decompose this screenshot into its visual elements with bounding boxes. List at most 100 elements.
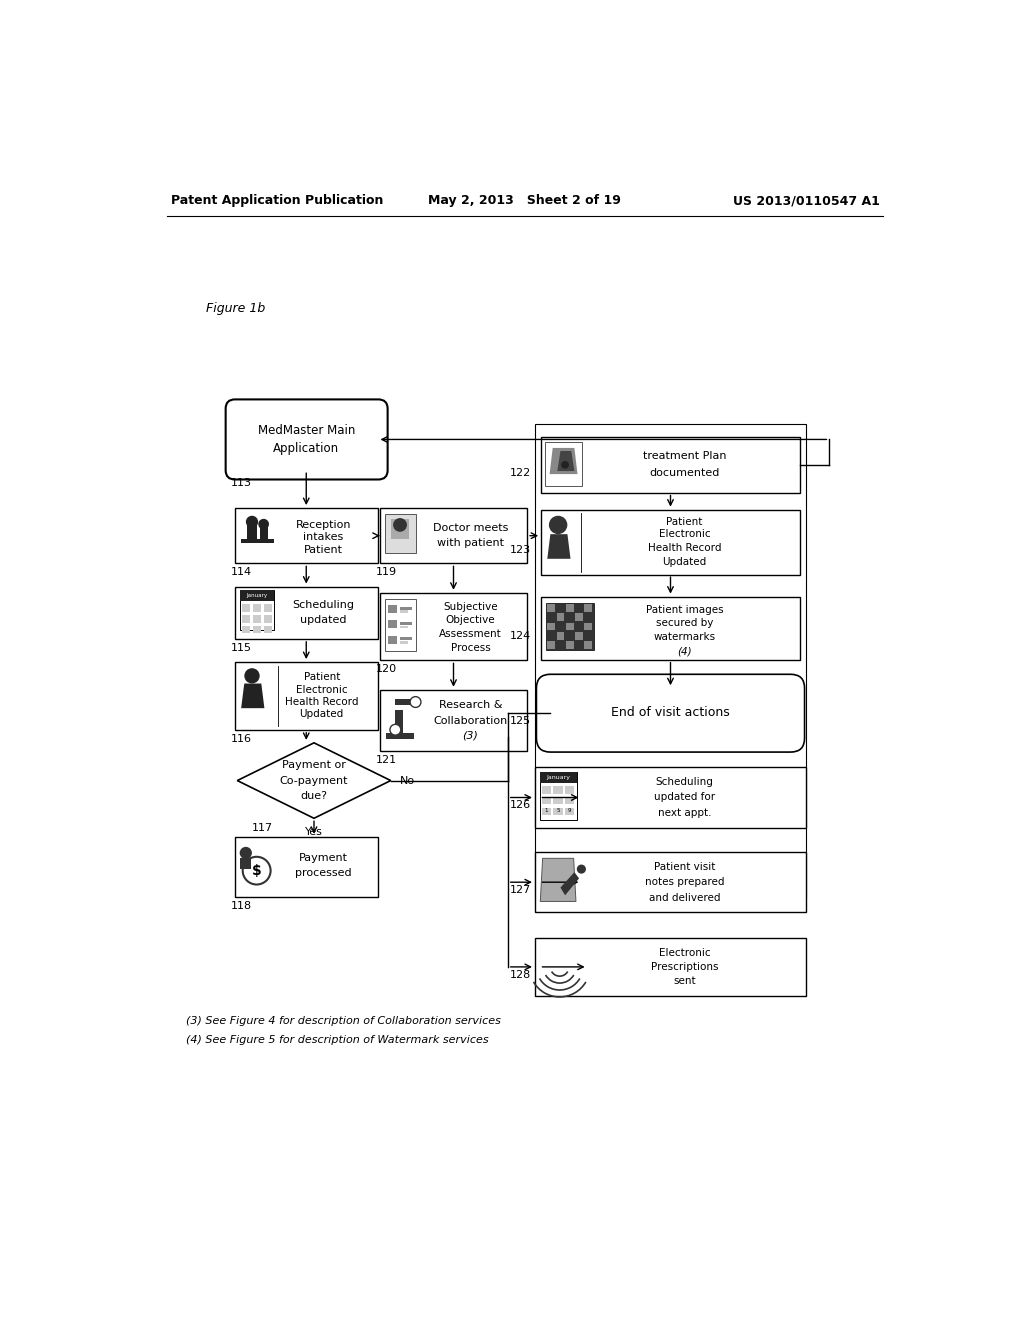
Bar: [234, 663, 378, 730]
Bar: [380, 689, 527, 751]
Bar: [585, 642, 592, 649]
Bar: [546, 603, 594, 651]
Text: (4): (4): [677, 647, 692, 656]
Bar: [380, 508, 527, 564]
Bar: [234, 837, 378, 896]
Bar: [565, 808, 574, 816]
Bar: [240, 590, 274, 601]
Bar: [246, 684, 258, 706]
Bar: [541, 437, 800, 492]
FancyBboxPatch shape: [225, 400, 388, 479]
Text: January: January: [546, 775, 570, 780]
Bar: [400, 610, 408, 612]
Bar: [388, 636, 397, 644]
Bar: [554, 785, 563, 793]
Text: End of visit actions: End of visit actions: [611, 706, 730, 719]
Text: Patent Application Publication: Patent Application Publication: [171, 194, 383, 207]
Text: 127: 127: [510, 884, 531, 895]
Text: 118: 118: [231, 900, 252, 911]
Text: Objective: Objective: [445, 615, 496, 626]
Text: secured by: secured by: [655, 619, 713, 628]
Bar: [585, 605, 592, 612]
Bar: [554, 808, 563, 816]
Text: 117: 117: [252, 822, 273, 833]
Bar: [242, 615, 251, 623]
Text: sent: sent: [673, 975, 695, 986]
Bar: [240, 590, 274, 631]
Text: Yes: Yes: [305, 828, 323, 837]
Bar: [542, 797, 551, 804]
Text: 5: 5: [556, 808, 560, 813]
Circle shape: [410, 697, 421, 708]
Text: 120: 120: [376, 664, 397, 675]
Text: treatment Plan: treatment Plan: [643, 450, 726, 461]
Circle shape: [241, 847, 251, 858]
Circle shape: [247, 516, 257, 527]
Text: Scheduling: Scheduling: [655, 777, 714, 787]
Bar: [388, 605, 397, 612]
Text: Doctor meets: Doctor meets: [433, 523, 508, 533]
Circle shape: [259, 520, 268, 529]
Text: Patient: Patient: [667, 517, 702, 527]
Text: Patient visit: Patient visit: [653, 862, 715, 871]
Text: $: $: [252, 863, 261, 878]
Bar: [253, 605, 261, 612]
Bar: [400, 638, 413, 640]
Bar: [566, 642, 573, 649]
Bar: [400, 642, 408, 644]
Text: processed: processed: [295, 869, 351, 878]
Text: 114: 114: [231, 568, 252, 577]
Text: Health Record: Health Record: [648, 543, 721, 553]
Text: Assessment: Assessment: [439, 630, 502, 639]
Bar: [535, 424, 806, 898]
Text: 1: 1: [545, 808, 548, 813]
Text: Health Record: Health Record: [285, 697, 358, 708]
Text: 115: 115: [231, 643, 252, 652]
Bar: [260, 527, 267, 539]
Text: (4) See Figure 5 for description of Watermark services: (4) See Figure 5 for description of Wate…: [186, 1035, 488, 1045]
Text: and delivered: and delivered: [648, 892, 720, 903]
Text: (3): (3): [463, 731, 478, 741]
Text: Scheduling: Scheduling: [292, 601, 354, 610]
Text: Electronic: Electronic: [658, 529, 711, 539]
Bar: [541, 597, 800, 660]
Text: Reception: Reception: [296, 520, 351, 529]
Circle shape: [394, 519, 407, 531]
Polygon shape: [541, 858, 575, 902]
Text: notes prepared: notes prepared: [645, 878, 724, 887]
Bar: [566, 605, 573, 612]
Bar: [540, 772, 577, 820]
Bar: [263, 626, 272, 634]
Text: Updated: Updated: [300, 709, 344, 719]
Text: 125: 125: [510, 715, 531, 726]
Text: US 2013/0110547 A1: US 2013/0110547 A1: [733, 194, 880, 207]
Bar: [263, 605, 272, 612]
Bar: [554, 797, 563, 804]
Bar: [565, 797, 574, 804]
Text: Patient: Patient: [303, 672, 340, 682]
Text: watermarks: watermarks: [653, 632, 716, 643]
Bar: [253, 615, 261, 623]
Bar: [585, 623, 592, 631]
Bar: [400, 622, 413, 626]
Polygon shape: [560, 873, 579, 895]
Bar: [253, 626, 261, 634]
Bar: [241, 858, 251, 869]
Text: 124: 124: [510, 631, 531, 640]
Text: Collaboration: Collaboration: [433, 715, 508, 726]
Bar: [535, 853, 806, 912]
Bar: [557, 614, 564, 622]
Text: Process: Process: [451, 643, 490, 653]
Text: No: No: [400, 776, 416, 785]
Circle shape: [578, 866, 586, 873]
Text: 121: 121: [376, 755, 397, 766]
Circle shape: [243, 857, 270, 884]
Text: Patient images: Patient images: [646, 605, 723, 615]
Bar: [242, 626, 251, 634]
Text: Patient: Patient: [304, 545, 343, 554]
Text: Application: Application: [273, 442, 339, 455]
Text: May 2, 2013   Sheet 2 of 19: May 2, 2013 Sheet 2 of 19: [428, 194, 622, 207]
Text: updated: updated: [300, 615, 346, 626]
Text: Co-payment: Co-payment: [280, 776, 348, 785]
Text: due?: due?: [300, 791, 328, 801]
